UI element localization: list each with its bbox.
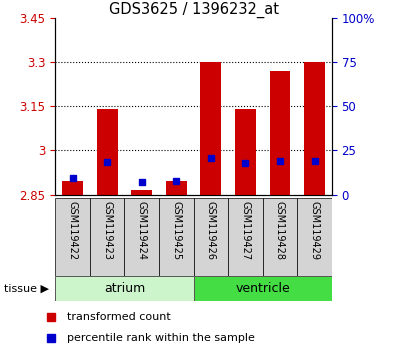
Bar — [297, 198, 332, 276]
Bar — [304, 62, 325, 195]
Bar — [194, 276, 332, 301]
Text: GSM119426: GSM119426 — [206, 201, 216, 259]
Bar — [235, 109, 256, 195]
Bar — [62, 182, 83, 195]
Text: GSM119428: GSM119428 — [275, 201, 285, 259]
Title: GDS3625 / 1396232_at: GDS3625 / 1396232_at — [109, 1, 278, 18]
Text: ventricle: ventricle — [235, 282, 290, 295]
Bar — [201, 62, 221, 195]
Text: transformed count: transformed count — [67, 312, 171, 322]
Bar — [194, 198, 228, 276]
Text: GSM119423: GSM119423 — [102, 201, 112, 259]
Bar — [269, 71, 290, 195]
Bar — [55, 276, 194, 301]
Text: GSM119427: GSM119427 — [241, 201, 250, 260]
Text: tissue ▶: tissue ▶ — [4, 284, 49, 293]
Text: GSM119425: GSM119425 — [171, 201, 181, 260]
Bar — [124, 198, 159, 276]
Bar — [55, 198, 90, 276]
Bar — [131, 190, 152, 195]
Text: atrium: atrium — [104, 282, 145, 295]
Bar — [228, 198, 263, 276]
Text: GSM119424: GSM119424 — [137, 201, 147, 259]
Bar — [159, 198, 194, 276]
Text: percentile rank within the sample: percentile rank within the sample — [67, 332, 255, 343]
Bar — [263, 198, 297, 276]
Bar — [90, 198, 124, 276]
Text: GSM119429: GSM119429 — [310, 201, 320, 259]
Bar — [166, 182, 187, 195]
Bar — [97, 109, 118, 195]
Text: GSM119422: GSM119422 — [68, 201, 77, 260]
